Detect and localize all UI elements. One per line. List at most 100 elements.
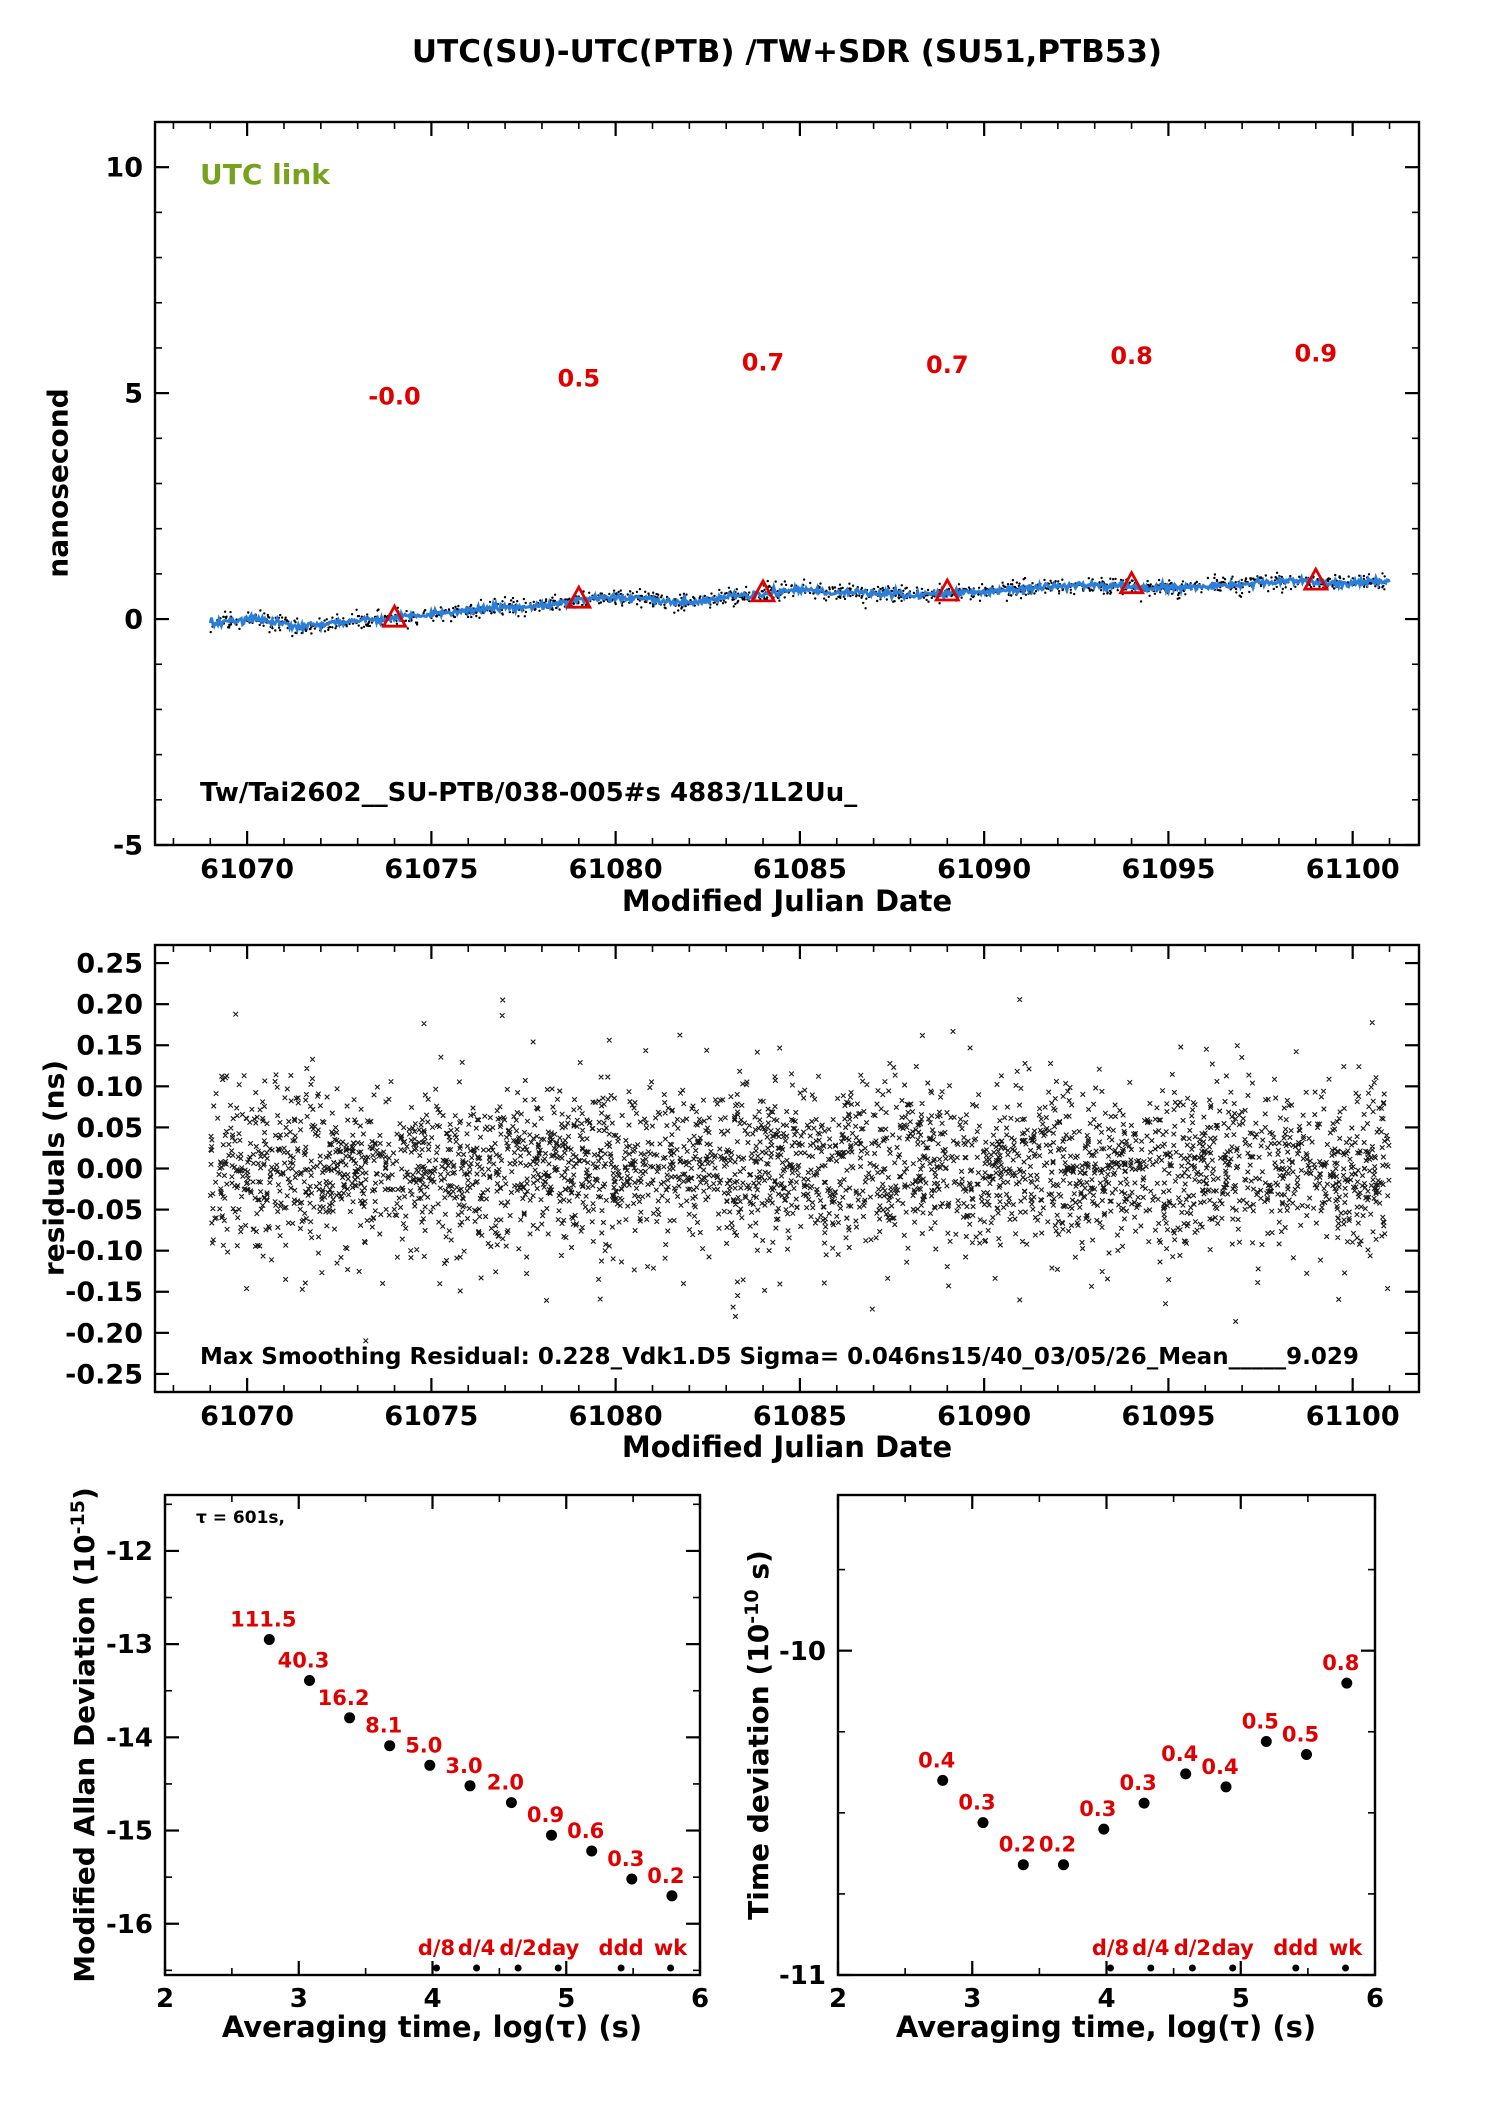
x-tick-label: 61070 <box>200 854 294 885</box>
x-tick-label: 61085 <box>753 1401 847 1432</box>
x-tick-label: 4 <box>1097 1984 1115 2014</box>
deviation-value-label: 0.5 <box>1242 1710 1279 1734</box>
deviation-point <box>1138 1797 1150 1809</box>
panel3-yaxis-title-suffix: ) <box>68 1487 102 1501</box>
tau-mark-label: d/4 <box>1132 1936 1169 1960</box>
x-tick-label: 5 <box>1232 1984 1250 2014</box>
phase-line <box>208 572 1391 635</box>
y-tick-label: 0.25 <box>76 949 143 980</box>
tau-mark-dot <box>1292 1964 1300 1972</box>
deviation-value-label: 0.3 <box>958 1791 995 1815</box>
panel4-yaxis-title-prefix: Time deviation (10 <box>742 1623 776 1920</box>
y-tick-label: -0.20 <box>65 1318 143 1349</box>
tau-mark-dot <box>1107 1964 1114 1972</box>
deviation-point <box>1058 1859 1069 1871</box>
deviation-value-label: 2.0 <box>487 1771 524 1795</box>
calibration-triangle <box>381 603 408 628</box>
residual-scatter <box>207 996 1392 1344</box>
x-tick-label: 61080 <box>569 854 663 885</box>
deviation-point <box>1098 1823 1110 1835</box>
tau-note: τ = 601s, <box>196 1508 285 1528</box>
panel2-xaxis-title: Modified Julian Date <box>621 1430 953 1464</box>
deviation-value-label: 0.9 <box>527 1803 564 1827</box>
deviation-value-label: 0.2 <box>1039 1833 1076 1857</box>
deviation-point <box>384 1740 396 1752</box>
tau-mark-label: d/2 <box>499 1936 536 1960</box>
page-title: UTC(SU)-UTC(PTB) /TW+SDR (SU51,PTB53) <box>411 34 1163 70</box>
y-tick-label: 0.15 <box>76 1031 143 1062</box>
x-tick-label: 61090 <box>937 854 1031 885</box>
deviation-value-label: 5.0 <box>405 1733 442 1757</box>
tau-mark-label: d/8 <box>1092 1936 1129 1960</box>
x-tick-label: 61090 <box>937 1401 1031 1432</box>
x-tick-label: 6 <box>1366 1984 1384 2014</box>
panel4-yaxis-title: Time deviation (10-10 s) <box>741 1550 775 1920</box>
y-tick-label: -12 <box>106 1537 153 1567</box>
axis-box <box>163 1493 702 1977</box>
panel3-yaxis-title-prefix: Modified Allan Deviation (10 <box>68 1534 102 1983</box>
y-tick-label: 0.20 <box>76 990 143 1021</box>
y-tick-label: 0.10 <box>76 1072 143 1103</box>
deviation-point <box>666 1890 678 1902</box>
deviation-value-label: 0.2 <box>999 1833 1036 1857</box>
deviation-point <box>464 1780 476 1792</box>
x-tick-label: 2 <box>156 1984 174 2014</box>
y-tick-label: -10 <box>779 1637 826 1667</box>
y-tick-label: -0.05 <box>65 1195 143 1226</box>
panel3-yaxis-title: Modified Allan Deviation (10-15) <box>67 1487 101 1983</box>
tau-mark-dot <box>1229 1964 1237 1972</box>
deviation-point <box>937 1774 949 1786</box>
deviation-value-label: 0.6 <box>567 1819 604 1843</box>
tau-mark-dot <box>554 1964 562 1972</box>
y-tick-label: 10 <box>105 153 143 184</box>
panel1-xaxis-title: Modified Julian Date <box>621 884 953 918</box>
calibration-triangle <box>1118 569 1145 595</box>
calibration-value-label: 0.9 <box>1295 340 1338 368</box>
deviation-value-label: 8.1 <box>365 1714 402 1738</box>
calibration-triangle <box>933 577 961 602</box>
y-tick-label: -13 <box>106 1630 153 1660</box>
deviation-point <box>1180 1768 1192 1780</box>
deviation-point <box>344 1712 356 1724</box>
deviation-point <box>1301 1749 1312 1760</box>
y-tick-label: -16 <box>106 1910 153 1940</box>
phase-footer-label: Tw/Tai2602__SU-PTB/038-005#s 4883/1L2Uu_ <box>200 778 858 808</box>
calibration-value-label: 0.5 <box>558 364 601 392</box>
x-tick-label: 61100 <box>1306 1401 1400 1432</box>
panel3-yaxis-title-exponent: -15 <box>66 1500 89 1535</box>
y-tick-label: 0.05 <box>76 1113 143 1144</box>
deviation-value-label: 0.3 <box>1119 1771 1156 1795</box>
deviation-point <box>1220 1781 1232 1793</box>
axis-box <box>153 120 1421 847</box>
panel4-yaxis-title-exponent: -10 <box>740 1589 763 1624</box>
utc-link-label: UTC link <box>200 158 330 191</box>
y-tick-label: 0 <box>124 605 143 636</box>
tau-mark-label: d/8 <box>418 1936 455 1960</box>
deviation-point <box>586 1845 598 1857</box>
tau-mark-label: ddd <box>1273 1936 1318 1960</box>
deviation-point <box>424 1759 436 1771</box>
deviation-value-label: 0.5 <box>1282 1723 1319 1747</box>
calibration-triangle <box>1302 566 1330 591</box>
x-tick-label: 2 <box>829 1984 847 2014</box>
panel4-yaxis-title-suffix: s) <box>742 1550 776 1590</box>
y-tick-label: -15 <box>106 1817 153 1847</box>
deviation-point <box>1260 1736 1272 1747</box>
x-tick-label: 3 <box>290 1984 308 2014</box>
x-tick-label: 61100 <box>1306 854 1400 885</box>
y-tick-label: 0.00 <box>76 1154 143 1185</box>
calibration-triangle <box>749 577 777 603</box>
tau-mark-label: day <box>537 1936 580 1960</box>
tau-mark-dot <box>1188 1964 1196 1972</box>
x-tick-label: 61080 <box>569 1401 663 1432</box>
y-tick-label: -11 <box>779 1961 826 1991</box>
tau-mark-label: ddd <box>599 1936 644 1960</box>
panel1-yaxis-title: nanosecond <box>41 388 75 578</box>
tau-mark-dot <box>433 1964 440 1972</box>
deviation-point <box>1341 1677 1353 1689</box>
deviation-point <box>977 1817 989 1829</box>
x-tick-label: 61095 <box>1121 1401 1215 1432</box>
y-tick-label: -5 <box>113 830 143 861</box>
